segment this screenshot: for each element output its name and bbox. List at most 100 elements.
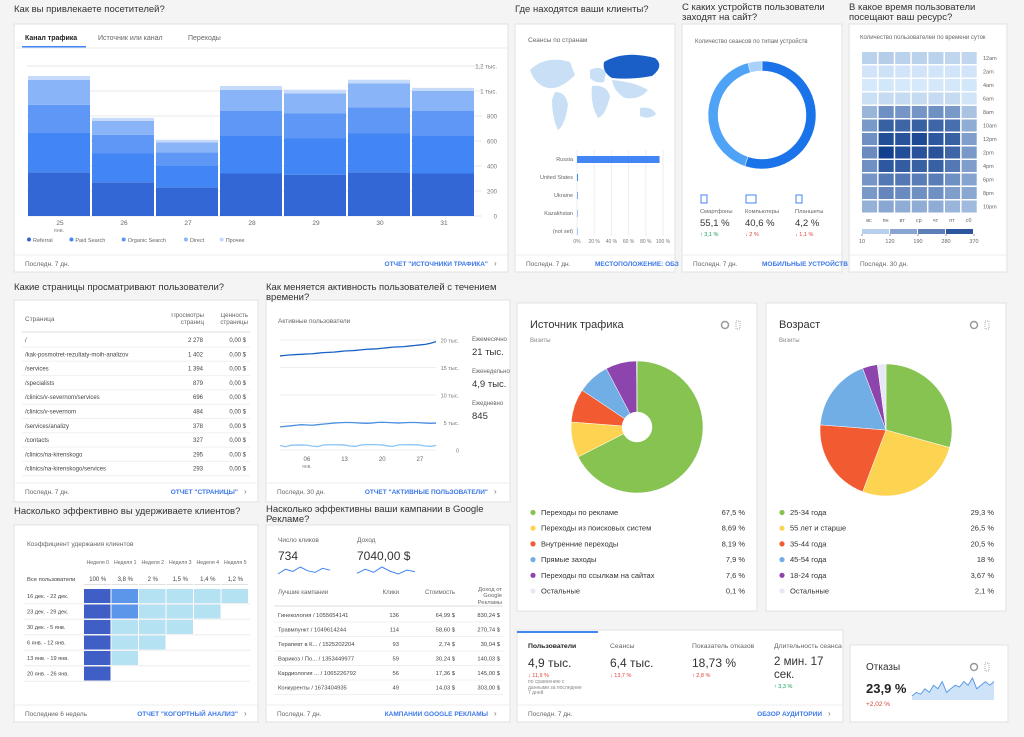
heatmap-cell <box>878 106 894 118</box>
period-selector[interactable]: Последние 6 недель <box>25 711 88 718</box>
legend-marker <box>121 237 126 242</box>
page-path: /clinics/v-severnom <box>25 410 76 416</box>
heatmap-cell <box>945 187 961 199</box>
bar-segment <box>412 87 474 91</box>
heatmap-cell <box>878 119 894 132</box>
heatmap-cell <box>945 160 961 172</box>
bar-segment <box>412 173 474 216</box>
bar-segment <box>28 76 90 80</box>
heatmap-cell <box>862 160 878 172</box>
cost: 14,03 $ <box>436 686 456 692</box>
device-icon <box>795 194 803 204</box>
heatmap-cell <box>928 65 944 78</box>
legend-tick-label: 190 <box>913 239 922 245</box>
period-selector[interactable]: Последн. 7 дн. <box>528 711 573 718</box>
metric-label: Доход <box>357 537 376 544</box>
column-header: Лучшие кампании <box>278 590 328 596</box>
metric-tab[interactable]: Показатель отказов <box>692 643 755 650</box>
tab[interactable]: Канал трафика <box>25 35 77 42</box>
heatmap-cell <box>862 106 878 118</box>
legend-marker <box>27 237 31 242</box>
legend-label: Ежемесячно <box>472 337 508 343</box>
cohort-cell <box>111 604 138 619</box>
report-link[interactable]: МЕСТОПОЛОЖЕНИЕ: ОБЗ <box>595 261 679 268</box>
column-header: Ценность страницы <box>220 313 248 326</box>
sparkline <box>277 566 331 575</box>
cohort-cell <box>84 635 111 650</box>
metric-tab[interactable]: Пользователи <box>528 643 576 650</box>
legend-label: Смартфоны <box>700 209 733 215</box>
bar-segment <box>28 79 90 105</box>
page-value: 0,00 $ <box>229 367 246 373</box>
heatmap-cell <box>895 52 911 64</box>
y-tick-label: 0 <box>494 215 498 221</box>
section-title: С каких устройств пользователи заходят н… <box>682 3 825 24</box>
value-label: 2 % <box>148 577 159 583</box>
clicks: 49 <box>393 686 399 692</box>
legend-label: Прямые заходы <box>541 555 596 564</box>
bar <box>577 174 579 181</box>
report-link[interactable]: ОТЧЕТ "АКТИВНЫЕ ПОЛЬЗОВАТЕЛИ" <box>365 489 488 496</box>
heatmap-cell <box>911 106 927 118</box>
world-map <box>530 54 660 130</box>
heatmap-cell <box>928 52 944 64</box>
bar-segment <box>348 79 410 84</box>
report-link[interactable]: ОБЗОР АУДИТОРИИ <box>757 711 822 718</box>
report-link[interactable]: ОТЧЕТ "КОГОРТНЫЙ АНАЛИЗ" <box>137 709 238 718</box>
heatmap-cell <box>878 79 894 91</box>
period-selector[interactable]: Последн. 7 дн. <box>25 261 70 268</box>
metric-value: 7040,00 $ <box>357 549 411 563</box>
heatmap-cell <box>945 200 961 213</box>
cohort-total-anchor <box>139 584 166 585</box>
cohort-cell <box>84 589 111 603</box>
x-tick-label: 20 <box>379 457 386 463</box>
metric-tab[interactable]: Длительность сеанса <box>774 643 842 650</box>
period-selector[interactable]: Последн. 7 дн. <box>25 489 70 496</box>
row-label: 8am <box>983 110 994 116</box>
page-value: 0,00 $ <box>229 424 246 430</box>
arrow-icon: › <box>494 259 497 268</box>
heatmap-cell <box>895 160 911 172</box>
period-selector[interactable]: Последн. 7 дн. <box>693 261 738 268</box>
report-link[interactable]: МОБИЛЬНЫЕ УСТРОЙСТВ <box>762 259 848 268</box>
cost: 58,60 $ <box>436 628 456 634</box>
y-tick-label: 1,2 тыс. <box>475 65 497 71</box>
value-label: 8,19 % <box>722 539 746 548</box>
row-label: 10pm <box>983 205 997 211</box>
y-tick-label: 800 <box>487 115 498 121</box>
page-path: /specialists <box>25 381 54 387</box>
heatmap-cell <box>878 92 894 105</box>
tab[interactable]: Источник или канал <box>98 35 163 42</box>
cohort-total-anchor <box>194 584 221 585</box>
cohort-total-anchor <box>166 584 193 585</box>
category-label: Ukraine <box>554 193 573 199</box>
column-header: Просмотры страниц <box>171 313 204 326</box>
period-selector[interactable]: Последн. 7 дн. <box>277 711 322 718</box>
bar <box>577 210 578 217</box>
tab[interactable]: Переходы <box>188 35 221 42</box>
page-path: /contacts <box>25 438 49 444</box>
heatmap-cell <box>961 133 977 145</box>
heatmap-cell <box>961 79 977 91</box>
bar-segment <box>92 182 154 216</box>
cost: 17,36 $ <box>436 671 456 677</box>
column-header-box: Просмотры страниц <box>171 313 204 326</box>
period-selector[interactable]: Последн. 30 дн. <box>277 489 325 496</box>
period-selector[interactable]: Последн. 30 дн. <box>860 261 908 268</box>
revenue: 270,74 $ <box>477 628 500 634</box>
pageviews: 1 402 <box>188 352 204 358</box>
legend-marker <box>530 588 536 594</box>
continent <box>591 85 610 118</box>
report-link[interactable]: ОТЧЕТ "СТРАНИЦЫ" <box>171 489 238 496</box>
heatmap-cell <box>961 106 977 118</box>
page-path: / <box>25 338 27 344</box>
report-link[interactable]: КАМПАНИИ GOOGLE РЕКЛАМЫ <box>385 711 488 718</box>
report-link[interactable]: ОТЧЕТ "ИСТОЧНИКИ ТРАФИКА" <box>385 261 488 268</box>
period-selector[interactable]: Последн. 7 дн. <box>526 261 571 268</box>
legend-label: Organic Search <box>128 238 166 244</box>
cohort-cell <box>166 604 193 619</box>
page-value: 0,00 $ <box>229 381 246 387</box>
section-title-box: Как меняется активность пользователей с … <box>266 283 496 303</box>
heatmap-cell <box>911 187 927 199</box>
metric-tab[interactable]: Сеансы <box>610 643 635 650</box>
